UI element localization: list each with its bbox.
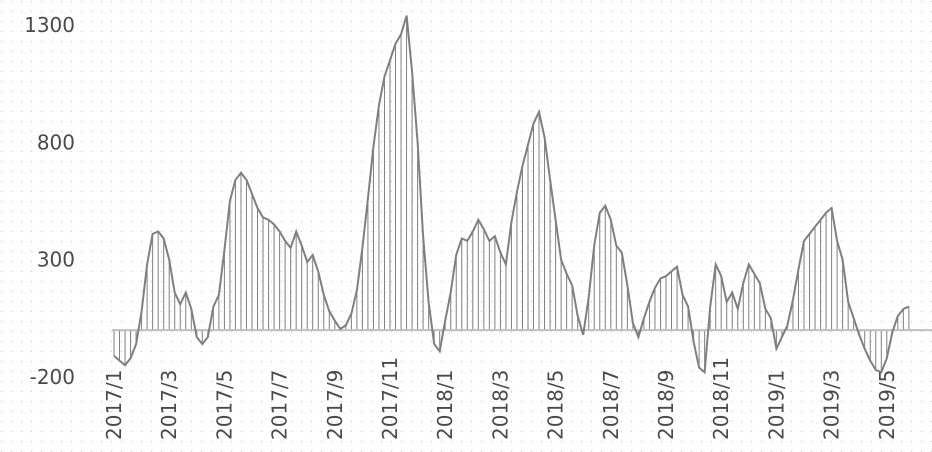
x-tick-label: 2018/11 [709,357,733,440]
x-tick-label: 2017/3 [157,370,181,440]
x-tick-label: 2018/3 [488,370,512,440]
x-tick-label: 2019/3 [820,370,844,440]
x-tick-label: 2017/1 [102,370,126,440]
x-axis: 2017/1 2017/3 2017/5 2017/7 2017/9 2017/11 201… [102,357,932,440]
bars-layer [113,15,910,373]
y-tick-label: -200 [30,365,75,389]
series-line [113,15,910,375]
x-tick-label: 2019/7 [930,370,932,440]
x-tick-label: 2017/9 [323,370,347,440]
x-tick-label: 2018/5 [544,370,568,440]
y-tick-label: 800 [37,130,75,154]
y-tick-label: 300 [37,248,75,272]
x-tick-label: 2017/7 [268,370,292,440]
x-tick-label: 2019/1 [764,370,788,440]
y-axis: -200 300 800 1300 [24,13,75,389]
x-tick-label: 2018/7 [599,370,623,440]
x-tick-label: 2019/5 [875,370,899,440]
x-tick-label: 2017/11 [378,357,402,440]
x-tick-label: 2018/1 [433,370,457,440]
x-tick-label: 2017/5 [212,370,236,440]
y-tick-label: 1300 [24,13,75,37]
x-tick-label: 2018/9 [654,370,678,440]
